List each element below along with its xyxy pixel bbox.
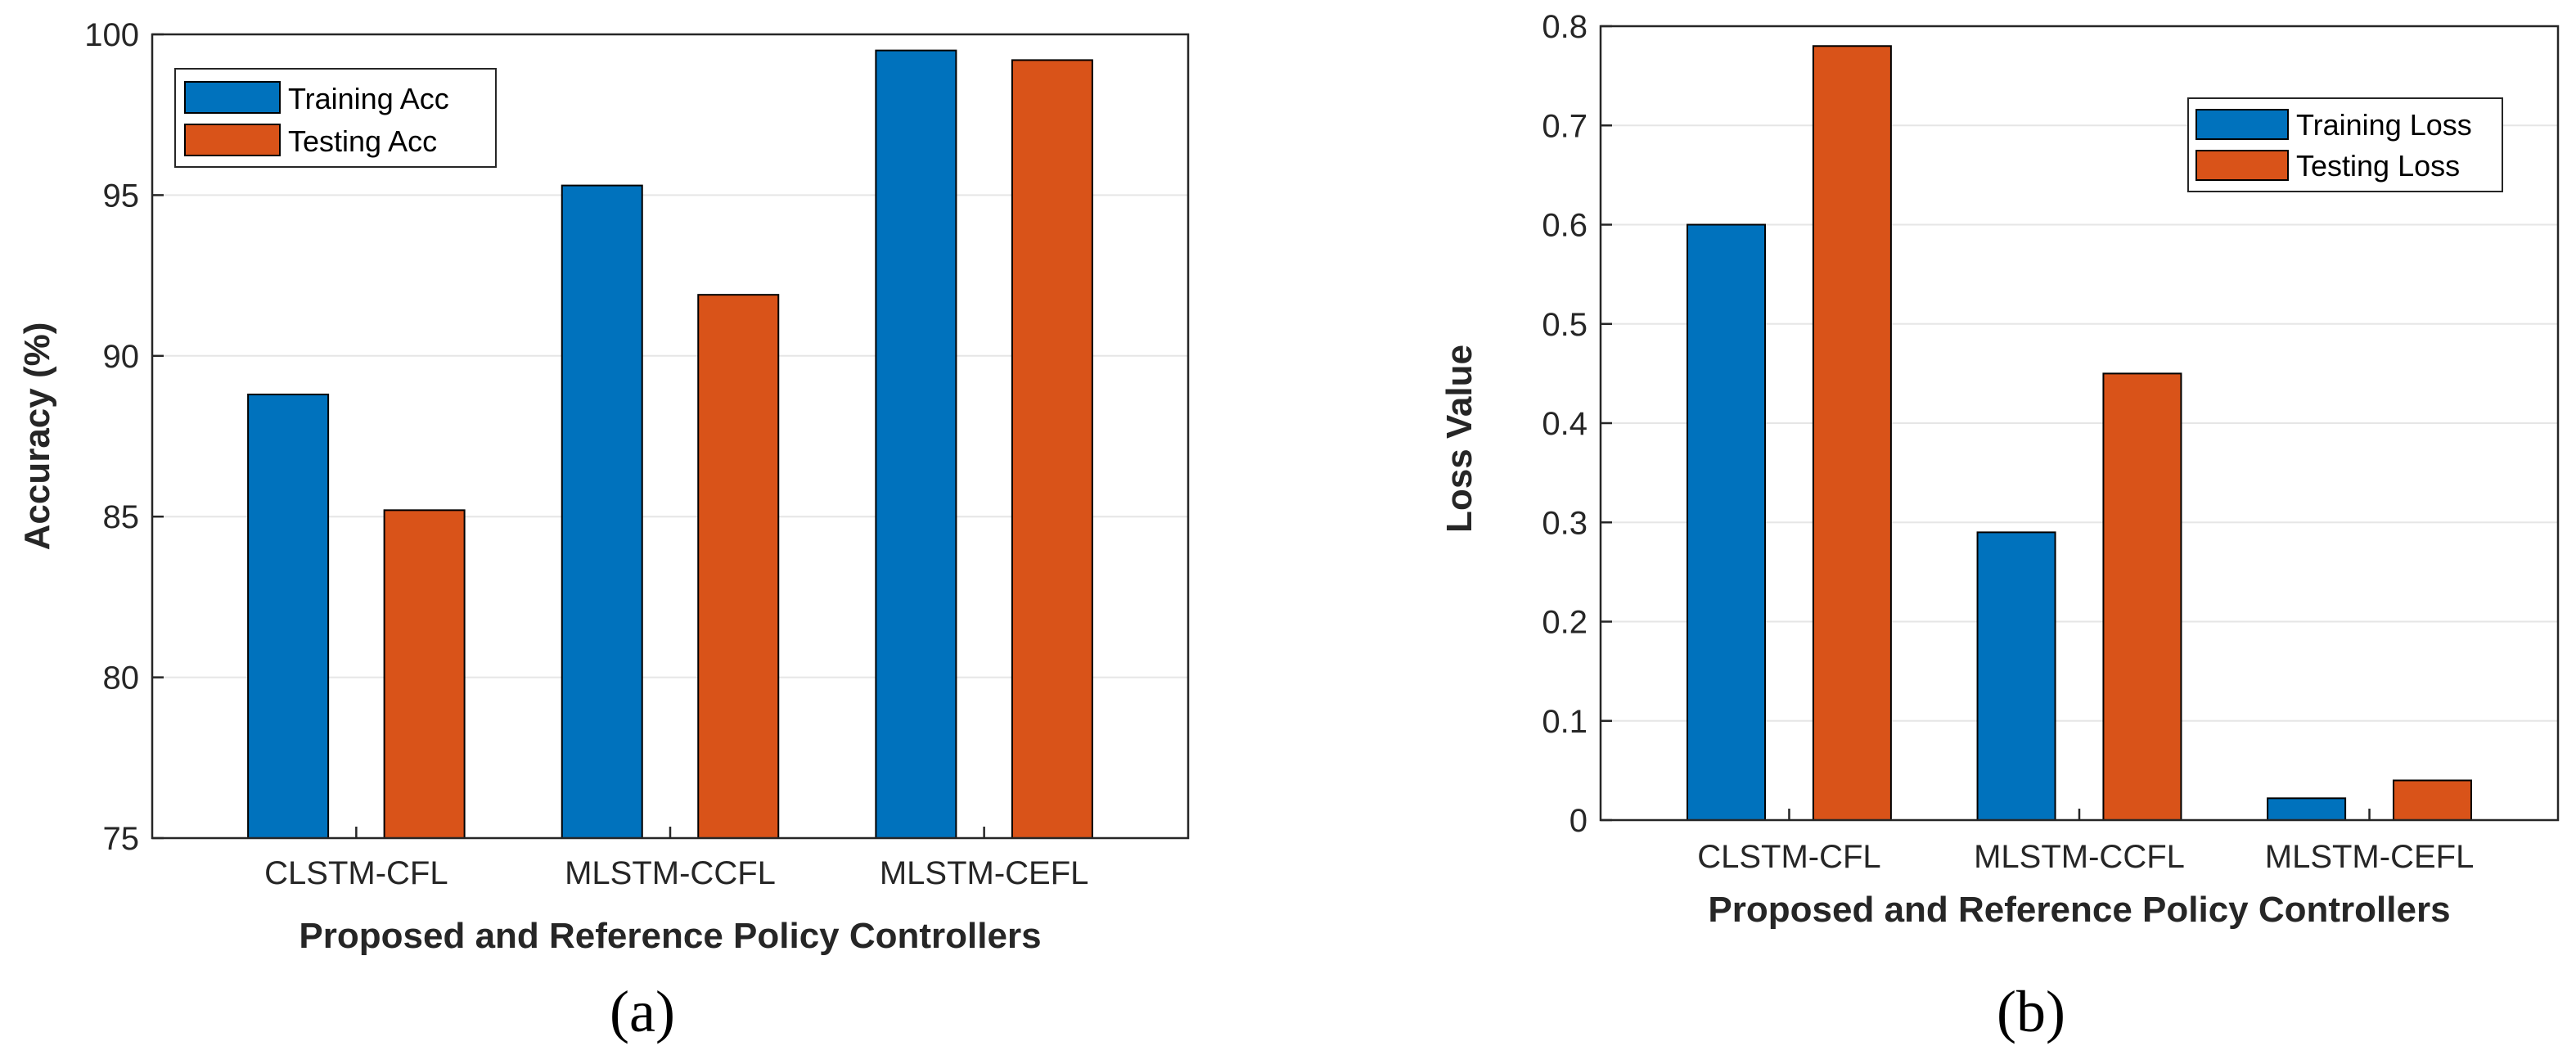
chart-b-legend-label-training: Training Loss xyxy=(2296,108,2472,142)
chart-b-y-tick-label: 0.4 xyxy=(1542,406,1587,442)
chart-a-y-tick-label: 90 xyxy=(103,339,140,375)
chart-a-legend: Training Acc Testing Acc xyxy=(174,68,497,168)
chart-b-bar-training xyxy=(1687,223,1767,821)
chart-a-bar-training xyxy=(561,184,643,839)
chart-a-y-tick-label: 100 xyxy=(84,17,139,53)
chart-b-legend-label-testing: Testing Loss xyxy=(2296,149,2460,183)
chart-a-legend-label-training: Training Acc xyxy=(288,82,449,115)
chart-a-bar-training xyxy=(875,49,957,839)
chart-a-y-tick-label: 80 xyxy=(103,660,140,697)
chart-b-bars xyxy=(1687,45,2472,822)
chart-a-panel-label: (a) xyxy=(610,979,675,1044)
chart-a-x-tick-label: MLSTM-CCFL xyxy=(565,855,776,891)
chart-a: 75 80 85 90 95 100 CLSTM-CFL MLSTM-CCFL MLSTM-C… xyxy=(17,17,1190,1044)
chart-a-y-tick-label: 75 xyxy=(103,821,140,857)
chart-b-x-tick-label: MLSTM-CCFL xyxy=(1974,839,2185,875)
chart-b-bar-testing xyxy=(2102,372,2182,821)
chart-a-bar-testing xyxy=(383,509,466,839)
chart-b-bar-testing xyxy=(1812,45,1892,821)
chart-b-legend-swatch-testing xyxy=(2195,150,2289,181)
chart-b-x-tick-label: MLSTM-CEFL xyxy=(2265,839,2475,875)
chart-b-y-tick-label: 0.3 xyxy=(1542,505,1587,541)
chart-b-x-axis-label: Proposed and Reference Policy Controller… xyxy=(1708,890,2450,930)
chart-b-y-tick-label: 0.8 xyxy=(1542,9,1587,45)
chart-a-legend-label-testing: Testing Acc xyxy=(288,124,437,158)
chart-b-y-tick-label: 0.5 xyxy=(1542,307,1587,343)
chart-a-bars xyxy=(247,49,1093,840)
chart-b-legend: Training Loss Testing Loss xyxy=(2187,97,2503,192)
chart-b-bar-training xyxy=(1976,531,2056,821)
chart-b-x-tick-label: CLSTM-CFL xyxy=(1697,839,1880,875)
chart-b-bar-testing xyxy=(2392,779,2472,821)
chart-b-y-tick-label: 0.1 xyxy=(1542,704,1587,740)
chart-a-x-tick-label: MLSTM-CEFL xyxy=(880,855,1089,891)
chart-a-bar-training xyxy=(247,393,330,840)
chart-a-legend-swatch-training xyxy=(184,81,281,114)
chart-a-bar-testing xyxy=(1011,59,1093,839)
chart-a-y-axis-label: Accuracy (%) xyxy=(17,322,57,551)
chart-b: 0 0.1 0.2 0.3 0.4 0.5 0.6 0.7 0.8 CLSTM-CFL MLSTM… xyxy=(1439,9,2560,1044)
chart-a-y-ticks: 75 80 85 90 95 100 xyxy=(84,17,164,857)
chart-b-y-tick-label: 0.2 xyxy=(1542,605,1587,641)
chart-b-y-tick-label: 0.6 xyxy=(1542,208,1587,244)
chart-a-x-axis-label: Proposed and Reference Policy Controller… xyxy=(299,916,1041,956)
chart-a-bar-testing xyxy=(697,294,780,839)
chart-a-y-tick-label: 95 xyxy=(103,178,140,214)
chart-b-x-ticks: CLSTM-CFL MLSTM-CCFL MLSTM-CEFL xyxy=(1697,809,2474,875)
chart-b-y-tick-label: 0.7 xyxy=(1542,108,1587,144)
chart-b-y-ticks: 0 0.1 0.2 0.3 0.4 0.5 0.6 0.7 0.8 xyxy=(1542,9,1612,839)
chart-a-y-tick-label: 85 xyxy=(103,499,140,535)
chart-a-legend-swatch-testing xyxy=(184,124,281,156)
chart-b-bar-training xyxy=(2267,797,2347,822)
chart-b-panel-label: (b) xyxy=(1997,979,2065,1044)
chart-a-x-ticks: CLSTM-CFL MLSTM-CCFL MLSTM-CEFL xyxy=(264,827,1088,891)
chart-b-y-axis-label: Loss Value xyxy=(1439,345,1479,533)
chart-a-x-tick-label: CLSTM-CFL xyxy=(264,855,448,891)
chart-b-legend-swatch-training xyxy=(2195,109,2289,140)
chart-b-y-tick-label: 0 xyxy=(1569,803,1587,839)
